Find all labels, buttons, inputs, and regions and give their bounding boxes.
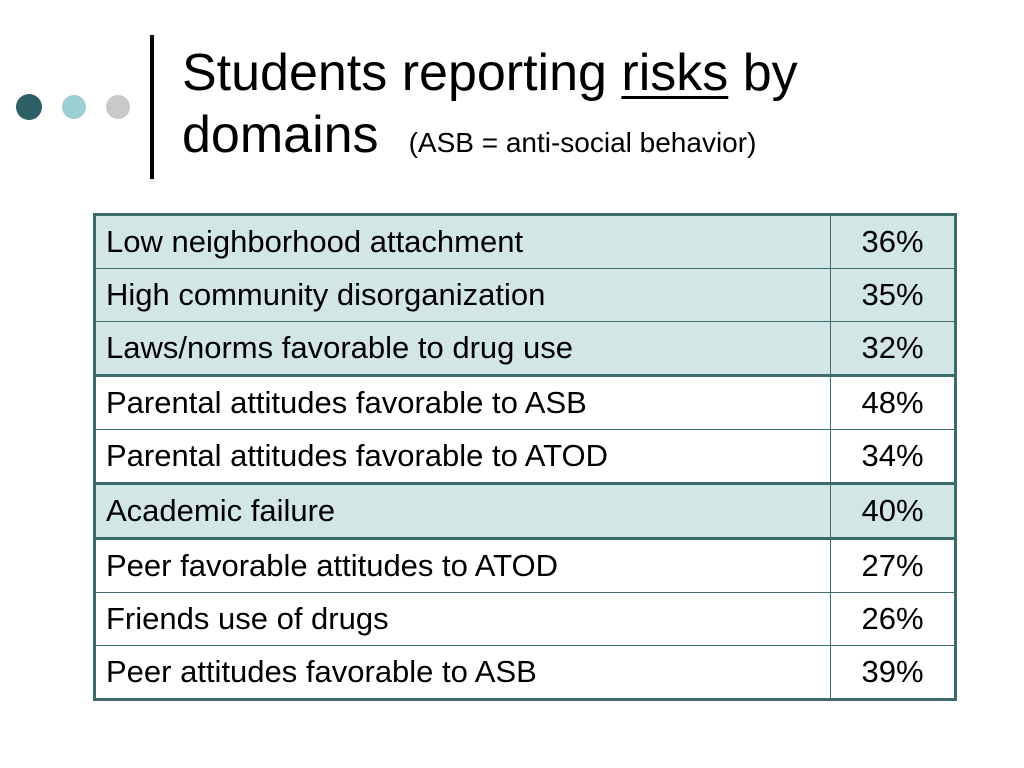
risk-label-cell: High community disorganization: [94, 268, 831, 322]
light-teal-dot-icon: [62, 95, 86, 119]
table-row: Low neighborhood attachment 36%: [94, 214, 956, 269]
title-text-start: Students reporting: [182, 44, 622, 102]
risk-percent-cell: 40%: [830, 483, 956, 540]
risk-label-cell: Academic failure: [94, 483, 831, 540]
risk-percent-cell: 35%: [830, 268, 956, 322]
risk-percent-cell: 27%: [830, 538, 956, 593]
risk-percent-cell: 48%: [830, 375, 956, 430]
title-line-2: domains (ASB = anti-social behavior): [182, 104, 982, 174]
risk-label-cell: Laws/norms favorable to drug use: [94, 321, 831, 377]
risk-label-cell: Parental attitudes favorable to ATOD: [94, 429, 831, 485]
title-text-end: by: [728, 44, 798, 102]
risk-percent-cell: 32%: [830, 321, 956, 377]
table-row: Peer favorable attitudes to ATOD 27%: [94, 538, 956, 593]
title-text-line2: domains: [182, 106, 379, 164]
slide-title: Students reporting risks by domains (ASB …: [182, 42, 982, 174]
risk-domains-table: Low neighborhood attachment 36% High commu…: [93, 213, 957, 701]
risk-table-body: Low neighborhood attachment 36% High commu…: [94, 214, 956, 700]
title-underlined-word: risks: [621, 44, 729, 102]
risk-percent-cell: 36%: [830, 214, 956, 269]
table-row: Parental attitudes favorable to ATOD 34%: [94, 429, 956, 485]
risk-percent-cell: 26%: [830, 592, 956, 646]
risk-label-cell: Low neighborhood attachment: [94, 214, 831, 269]
title-line-1: Students reporting risks by: [182, 42, 982, 104]
table-row: Academic failure 40%: [94, 483, 956, 540]
risk-percent-cell: 39%: [830, 645, 956, 700]
gray-dot-icon: [106, 95, 130, 119]
risk-percent-cell: 34%: [830, 429, 956, 485]
table-row: High community disorganization 35%: [94, 268, 956, 322]
risk-label-cell: Peer favorable attitudes to ATOD: [94, 538, 831, 593]
table-row: Laws/norms favorable to drug use 32%: [94, 321, 956, 377]
risk-label-cell: Parental attitudes favorable to ASB: [94, 375, 831, 430]
risk-label-cell: Friends use of drugs: [94, 592, 831, 646]
table-row: Friends use of drugs 26%: [94, 592, 956, 646]
risk-label-cell: Peer attitudes favorable to ASB: [94, 645, 831, 700]
dark-teal-dot-icon: [16, 94, 42, 120]
table-row: Parental attitudes favorable to ASB 48%: [94, 375, 956, 430]
title-divider: [150, 35, 154, 179]
title-subtitle: (ASB = anti-social behavior): [408, 127, 757, 158]
table-row: Peer attitudes favorable to ASB 39%: [94, 645, 956, 700]
